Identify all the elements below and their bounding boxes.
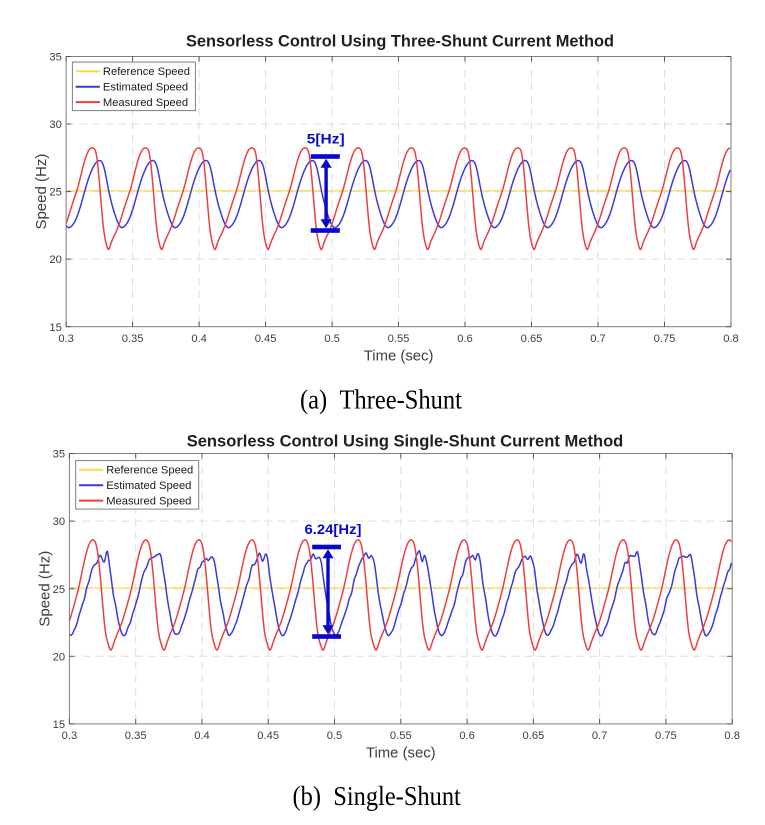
svg-text:0.5: 0.5: [327, 730, 343, 742]
svg-text:5[Hz]: 5[Hz]: [307, 132, 345, 147]
svg-text:0.65: 0.65: [521, 333, 543, 345]
svg-text:20: 20: [53, 651, 65, 663]
svg-text:(a) Three-Shunt: (a) Three-Shunt: [300, 385, 462, 415]
svg-text:6.24[Hz]: 6.24[Hz]: [305, 522, 362, 537]
svg-text:Time (sec): Time (sec): [366, 745, 436, 762]
svg-text:0.45: 0.45: [257, 730, 279, 742]
svg-text:0.3: 0.3: [58, 333, 74, 345]
svg-text:15: 15: [53, 719, 65, 731]
svg-text:25: 25: [49, 187, 61, 199]
svg-text:30: 30: [53, 516, 65, 528]
svg-text:Reference Speed: Reference Speed: [103, 66, 190, 78]
svg-text:25: 25: [53, 584, 65, 596]
svg-text:0.7: 0.7: [592, 730, 608, 742]
svg-text:0.45: 0.45: [255, 333, 277, 345]
svg-text:35: 35: [53, 449, 65, 461]
svg-text:Speed (Hz): Speed (Hz): [36, 551, 53, 627]
svg-text:Estimated Speed: Estimated Speed: [103, 82, 188, 94]
svg-text:0.4: 0.4: [191, 333, 207, 345]
svg-text:Reference Speed: Reference Speed: [106, 465, 193, 477]
svg-text:Sensorless Control Using Singl: Sensorless Control Using Single-Shunt Cu…: [187, 432, 624, 451]
svg-text:Speed (Hz): Speed (Hz): [33, 154, 50, 230]
svg-text:Measured Speed: Measured Speed: [106, 495, 191, 507]
svg-text:0.7: 0.7: [590, 333, 606, 345]
svg-text:0.3: 0.3: [62, 730, 78, 742]
svg-text:0.8: 0.8: [723, 333, 739, 345]
svg-text:0.4: 0.4: [194, 730, 210, 742]
svg-text:Measured Speed: Measured Speed: [103, 97, 188, 109]
svg-text:0.8: 0.8: [724, 730, 740, 742]
svg-text:0.55: 0.55: [390, 730, 412, 742]
svg-text:0.75: 0.75: [654, 333, 676, 345]
svg-text:0.6: 0.6: [457, 333, 473, 345]
svg-text:20: 20: [49, 254, 61, 266]
svg-text:0.65: 0.65: [523, 730, 545, 742]
svg-text:0.55: 0.55: [388, 333, 410, 345]
svg-text:(b) Single-Shunt: (b) Single-Shunt: [293, 781, 462, 811]
svg-text:0.5: 0.5: [324, 333, 340, 345]
svg-text:Estimated Speed: Estimated Speed: [106, 480, 191, 492]
svg-text:0.75: 0.75: [655, 730, 677, 742]
svg-text:30: 30: [49, 119, 61, 131]
svg-text:0.35: 0.35: [122, 333, 144, 345]
svg-text:35: 35: [49, 52, 61, 64]
svg-text:Sensorless Control Using Three: Sensorless Control Using Three-Shunt Cur…: [186, 31, 614, 50]
svg-text:0.6: 0.6: [459, 730, 475, 742]
svg-text:Time (sec): Time (sec): [364, 347, 434, 364]
svg-text:15: 15: [49, 322, 61, 334]
svg-text:0.35: 0.35: [125, 730, 147, 742]
